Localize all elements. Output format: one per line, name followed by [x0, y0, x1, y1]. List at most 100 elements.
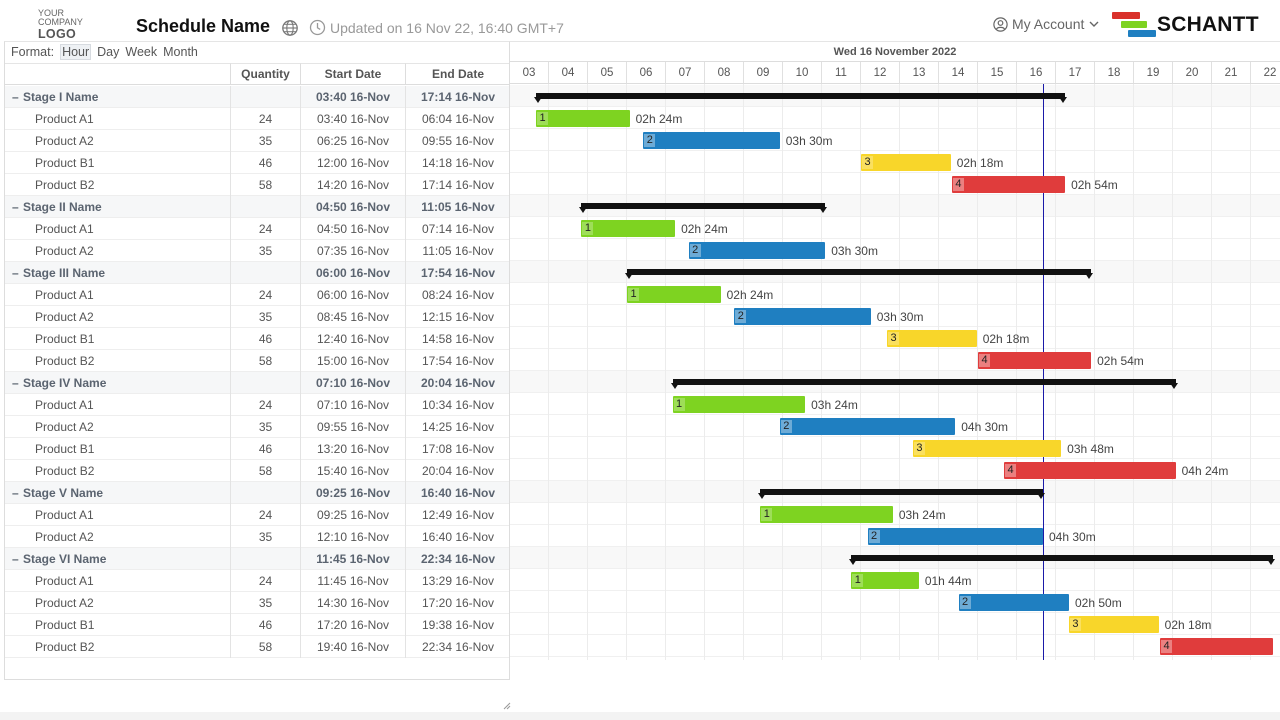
account-label: My Account — [1012, 16, 1085, 32]
product-row[interactable]: Product A1 24 03:40 16-Nov 06:04 16-Nov — [5, 108, 509, 130]
product-name-cell: Product A2 — [35, 310, 94, 324]
stage-row[interactable]: – Stage VI Name 11:45 16-Nov 22:34 16-Nov — [5, 548, 509, 570]
product-row[interactable]: Product B1 46 13:20 16-Nov 17:08 16-Nov — [5, 438, 509, 460]
product-name-cell: Product B2 — [35, 464, 95, 478]
product-row[interactable]: Product B2 58 14:20 16-Nov 17:14 16-Nov — [5, 174, 509, 196]
my-account-menu[interactable]: My Account — [993, 14, 1100, 34]
task-bar[interactable]: 4 — [1160, 638, 1274, 655]
product-row[interactable]: Product A1 24 07:10 16-Nov 10:34 16-Nov — [5, 394, 509, 416]
product-row[interactable]: Product A2 35 14:30 16-Nov 17:20 16-Nov — [5, 592, 509, 614]
collapse-toggle-icon[interactable]: – — [12, 552, 19, 566]
format-option-month[interactable]: Month — [163, 45, 198, 59]
stage-summary-bar[interactable] — [758, 489, 1045, 499]
end-date-cell: 17:14 16-Nov — [405, 174, 509, 196]
task-bar[interactable]: 2 — [643, 132, 780, 149]
collapse-toggle-icon[interactable]: – — [12, 376, 19, 390]
start-date-cell: 03:40 16-Nov — [300, 86, 405, 108]
column-header-quantity[interactable]: Quantity — [230, 63, 300, 85]
collapse-toggle-icon[interactable]: – — [12, 486, 19, 500]
product-row[interactable]: Product B1 46 12:40 16-Nov 14:58 16-Nov — [5, 328, 509, 350]
task-bar[interactable]: 1 — [536, 110, 630, 127]
task-index-badge: 2 — [868, 530, 880, 543]
task-bar[interactable]: 3 — [887, 330, 977, 347]
task-bar[interactable]: 2 — [688, 242, 826, 259]
bottom-scroll-strip[interactable] — [0, 712, 1280, 720]
product-row[interactable]: Product A2 35 06:25 16-Nov 09:55 16-Nov — [5, 130, 509, 152]
task-bar[interactable]: 4 — [978, 352, 1092, 369]
format-option-day[interactable]: Day — [97, 45, 120, 59]
collapse-toggle-icon[interactable]: – — [12, 200, 19, 214]
task-duration-label: 04h 24m — [1181, 464, 1229, 478]
gantt-row — [510, 569, 1280, 591]
task-bar[interactable]: 2 — [958, 594, 1069, 611]
gantt-row — [510, 437, 1280, 459]
stage-row[interactable]: – Stage II Name 04:50 16-Nov 11:05 16-Nov — [5, 196, 509, 218]
column-header-name[interactable] — [5, 63, 230, 85]
task-bar[interactable]: 3 — [912, 440, 1062, 457]
start-date-cell: 11:45 16-Nov — [300, 548, 405, 570]
hour-label: 07 — [666, 62, 705, 84]
product-row[interactable]: Product A1 24 11:45 16-Nov 13:29 16-Nov — [5, 570, 509, 592]
product-row[interactable]: Product A2 35 08:45 16-Nov 12:15 16-Nov — [5, 306, 509, 328]
globe-icon[interactable] — [281, 19, 299, 37]
product-row[interactable]: Product A2 35 09:55 16-Nov 14:25 16-Nov — [5, 416, 509, 438]
start-date-cell: 14:30 16-Nov — [300, 592, 405, 614]
format-option-hour[interactable]: Hour — [60, 44, 92, 60]
product-row[interactable]: Product B2 58 15:00 16-Nov 17:54 16-Nov — [5, 350, 509, 372]
stage-row[interactable]: – Stage I Name 03:40 16-Nov 17:14 16-Nov — [5, 86, 509, 108]
task-duration-label: 02h 18m — [982, 332, 1030, 346]
stage-summary-bar[interactable] — [624, 269, 1094, 279]
task-index-badge: 1 — [537, 112, 548, 125]
product-row[interactable]: Product A1 24 04:50 16-Nov 07:14 16-Nov — [5, 218, 509, 240]
hour-label: 14 — [939, 62, 978, 84]
task-bar[interactable]: 1 — [851, 572, 919, 589]
product-row[interactable]: Product B2 58 15:40 16-Nov 20:04 16-Nov — [5, 460, 509, 482]
hour-label: 05 — [588, 62, 627, 84]
collapse-toggle-icon[interactable]: – — [12, 90, 19, 104]
format-option-week[interactable]: Week — [125, 45, 158, 59]
start-date-cell: 04:50 16-Nov — [300, 196, 405, 218]
stage-summary-bar[interactable] — [533, 93, 1068, 103]
task-bar[interactable]: 3 — [861, 154, 951, 171]
stage-summary-bar[interactable] — [579, 203, 827, 213]
product-row[interactable]: Product B1 46 17:20 16-Nov 19:38 16-Nov — [5, 614, 509, 636]
product-name-cell: Product A2 — [35, 596, 94, 610]
schedule-title[interactable]: Schedule Name — [136, 16, 271, 36]
task-bar[interactable]: 1 — [627, 286, 721, 303]
product-row[interactable]: Product A1 24 09:25 16-Nov 12:49 16-Nov — [5, 504, 509, 526]
task-bar[interactable]: 1 — [581, 220, 676, 237]
task-bar[interactable]: 1 — [672, 396, 806, 413]
stage-summary-bar[interactable] — [670, 379, 1178, 389]
product-row[interactable]: Product A1 24 06:00 16-Nov 08:24 16-Nov — [5, 284, 509, 306]
column-header-start-date[interactable]: Start Date — [300, 63, 405, 85]
gantt-row — [510, 525, 1280, 547]
product-row[interactable]: Product B1 46 12:00 16-Nov 14:18 16-Nov — [5, 152, 509, 174]
end-date-cell: 19:38 16-Nov — [405, 614, 509, 636]
task-bar[interactable]: 2 — [867, 528, 1043, 545]
column-header-end-date[interactable]: End Date — [405, 63, 509, 85]
gantt-row — [510, 195, 1280, 217]
hour-label: 06 — [627, 62, 666, 84]
end-date-cell: 14:58 16-Nov — [405, 328, 509, 350]
gantt-row — [510, 635, 1280, 657]
task-bar[interactable]: 2 — [734, 308, 871, 325]
grid-line — [665, 84, 666, 660]
stage-row[interactable]: – Stage III Name 06:00 16-Nov 17:54 16-Nov — [5, 262, 509, 284]
task-bar[interactable]: 2 — [779, 418, 956, 435]
task-bar[interactable]: 4 — [1004, 462, 1176, 479]
task-bar[interactable]: 4 — [951, 176, 1066, 193]
stage-row[interactable]: – Stage V Name 09:25 16-Nov 16:40 16-Nov — [5, 482, 509, 504]
task-index-badge: 1 — [628, 288, 639, 301]
product-row[interactable]: Product B2 58 19:40 16-Nov 22:34 16-Nov — [5, 636, 509, 658]
gantt-row — [510, 415, 1280, 437]
stage-row[interactable]: – Stage IV Name 07:10 16-Nov 20:04 16-Nov — [5, 372, 509, 394]
end-date-cell: 17:08 16-Nov — [405, 438, 509, 460]
stage-summary-bar[interactable] — [849, 555, 1275, 565]
product-row[interactable]: Product A2 35 07:35 16-Nov 11:05 16-Nov — [5, 240, 509, 262]
collapse-toggle-icon[interactable]: – — [12, 266, 19, 280]
resize-handle-icon[interactable] — [503, 702, 511, 710]
task-bar[interactable]: 3 — [1068, 616, 1159, 633]
product-row[interactable]: Product A2 35 12:10 16-Nov 16:40 16-Nov — [5, 526, 509, 548]
start-date-cell: 17:20 16-Nov — [300, 614, 405, 636]
task-bar[interactable]: 1 — [760, 506, 893, 523]
